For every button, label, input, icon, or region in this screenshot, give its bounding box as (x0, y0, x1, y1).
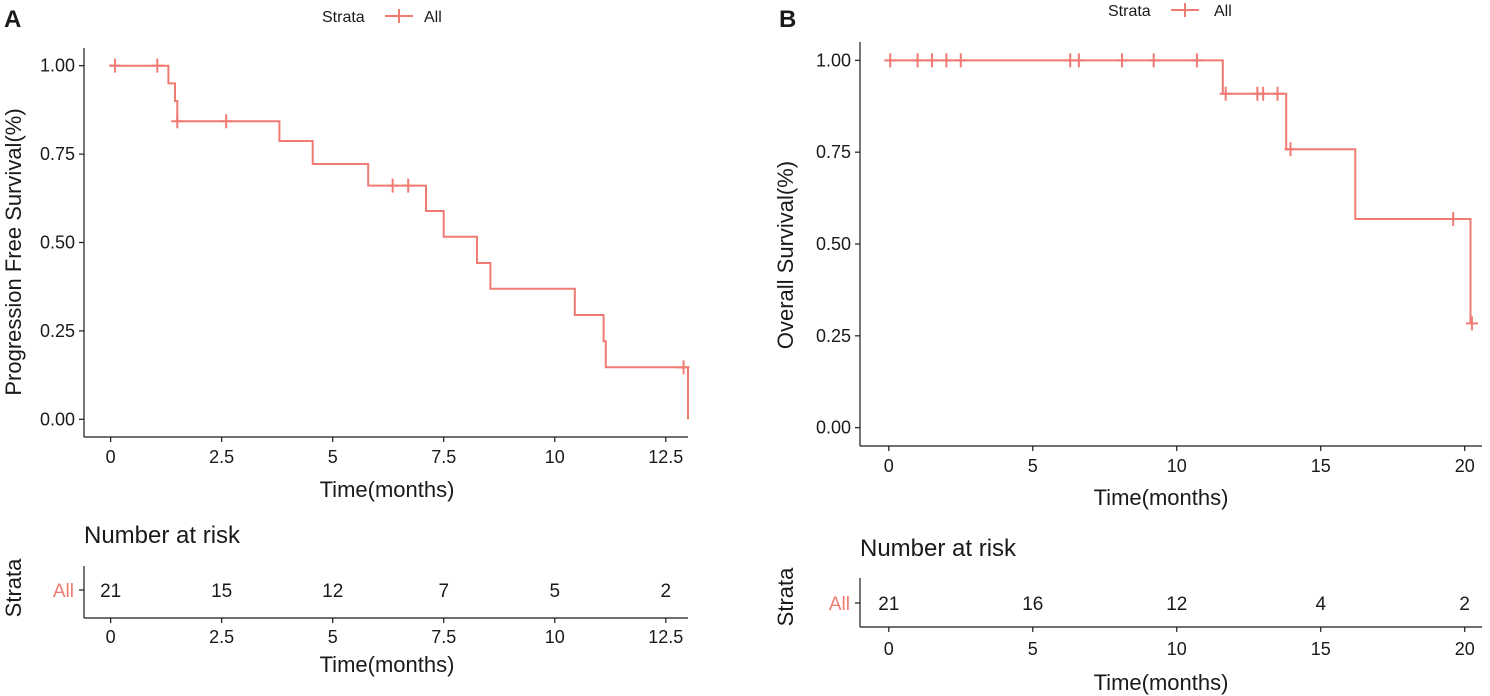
censor-mark (1072, 53, 1085, 68)
risk-x-tick-label: 0 (106, 627, 116, 647)
risk-count: 21 (878, 594, 899, 615)
censor-mark (1447, 212, 1460, 227)
censor-mark (677, 360, 690, 375)
risk-table-title-a: Number at risk (84, 522, 241, 549)
censor-mark (1147, 53, 1160, 68)
panel-label-b: B (779, 6, 796, 33)
censor-mark (1271, 86, 1284, 101)
y-axis-title-b: Overall Survival(%) (773, 161, 798, 349)
y-tick-label: 0.50 (40, 233, 75, 253)
legend-b: Strata All (1108, 3, 1232, 20)
x-tick-label: 10 (1167, 456, 1187, 476)
risk-x-tick-label: 20 (1455, 639, 1475, 659)
risk-count: 2 (1459, 594, 1470, 615)
y-tick-label: 0.00 (40, 409, 75, 429)
risk-x-tick-label: 5 (328, 627, 338, 647)
x-tick-label: 5 (328, 447, 338, 467)
risk-count: 5 (549, 581, 560, 602)
risk-count: 16 (1022, 594, 1043, 615)
y-axis-title-a: Progression Free Survival(%) (1, 108, 26, 395)
legend-a: Strata All (322, 9, 442, 26)
legend-label-b: All (1214, 3, 1232, 20)
risk-row-label-b: All (829, 594, 850, 615)
x-axis-title-b: Time(months) (1094, 485, 1229, 510)
censor-mark (1284, 142, 1297, 157)
x-tick-label: 2.5 (209, 447, 234, 467)
survival-plot-b: 0.00 0.25 0.50 0.75 1.00 0 5 10 15 20 (816, 42, 1482, 476)
survival-curve (888, 59, 1472, 324)
panel-label-a: A (4, 6, 21, 33)
risk-x-tick-label: 2.5 (209, 627, 234, 647)
y-tick-label: 0.75 (40, 144, 75, 164)
censor-mark (1465, 316, 1478, 331)
risk-table-a: 21 0 15 2.5 12 5 7 7.5 5 10 2 12.5 (79, 566, 688, 647)
censor-mark (109, 58, 122, 73)
risk-table-b: 21 0 16 5 12 10 4 15 2 20 (855, 578, 1482, 659)
legend-title-a: Strata (322, 9, 365, 26)
survival-plot-a: 0.00 0.25 0.50 0.75 1.00 0 2.5 5 7.5 10 12.5 (40, 48, 690, 467)
risk-count: 12 (322, 581, 343, 602)
y-tick-label: 0.25 (816, 326, 851, 346)
censor-mark (925, 53, 938, 68)
risk-x-tick-label: 12.5 (648, 627, 683, 647)
x-tick-label: 10 (545, 447, 565, 467)
censor-mark (171, 114, 184, 129)
x-tick-label: 7.5 (431, 447, 456, 467)
risk-count: 7 (438, 581, 449, 602)
y-tick-label: 0.00 (816, 418, 851, 438)
x-tick-label: 20 (1455, 456, 1475, 476)
censor-mark (1116, 53, 1129, 68)
risk-count: 12 (1166, 594, 1187, 615)
risk-count: 21 (100, 581, 121, 602)
risk-x-axis-title-b: Time(months) (1094, 670, 1229, 695)
risk-x-tick-label: 7.5 (431, 627, 456, 647)
censor-mark (940, 53, 953, 68)
risk-table-ylabel-b: Strata (773, 567, 798, 626)
censor-mark (402, 178, 415, 193)
censor-mark (151, 58, 164, 73)
risk-x-axis-title-a: Time(months) (320, 652, 455, 677)
y-tick-label: 1.00 (40, 56, 75, 76)
risk-count: 15 (211, 581, 232, 602)
x-tick-label: 0 (884, 456, 894, 476)
censor-mark (386, 178, 399, 193)
censor-mark (884, 53, 897, 68)
y-tick-label: 0.50 (816, 234, 851, 254)
legend-label-a: All (424, 9, 442, 26)
x-tick-label: 0 (106, 447, 116, 467)
censor-mark (954, 53, 967, 68)
risk-count: 2 (661, 581, 672, 602)
risk-x-tick-label: 0 (884, 639, 894, 659)
x-tick-label: 15 (1311, 456, 1331, 476)
risk-count: 4 (1315, 594, 1326, 615)
x-tick-label: 5 (1028, 456, 1038, 476)
risk-table-title-b: Number at risk (860, 535, 1017, 562)
censor-mark (1190, 53, 1203, 68)
censor-mark (911, 53, 924, 68)
risk-x-tick-label: 10 (1167, 639, 1187, 659)
censor-mark (1219, 86, 1232, 101)
y-tick-label: 0.75 (816, 142, 851, 162)
survival-curve (110, 64, 689, 420)
risk-x-tick-label: 15 (1311, 639, 1331, 659)
y-tick-label: 1.00 (816, 50, 851, 70)
censor-mark (220, 114, 233, 129)
risk-row-label-a: All (53, 581, 74, 602)
x-axis-title-a: Time(months) (320, 477, 455, 502)
risk-x-tick-label: 5 (1028, 639, 1038, 659)
legend-title-b: Strata (1108, 3, 1151, 20)
x-tick-label: 12.5 (648, 447, 683, 467)
risk-x-tick-label: 10 (545, 627, 565, 647)
censor-mark (1257, 86, 1270, 101)
risk-table-ylabel-a: Strata (1, 558, 26, 617)
y-tick-label: 0.25 (40, 321, 75, 341)
